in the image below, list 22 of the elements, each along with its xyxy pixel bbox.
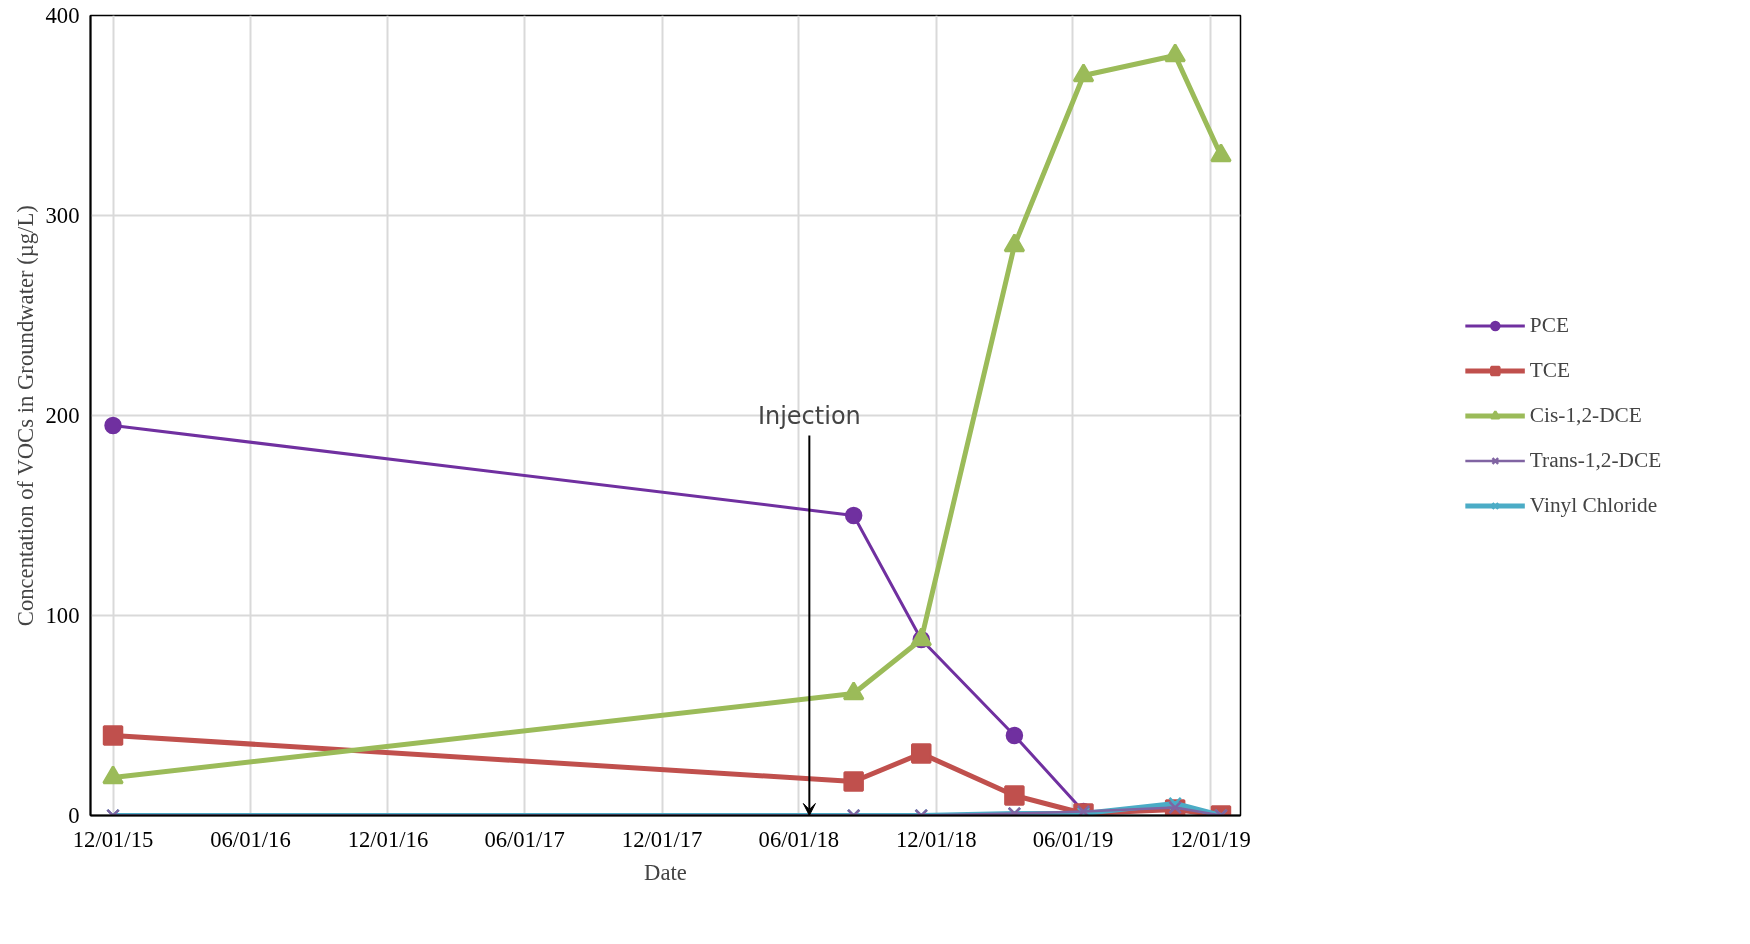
y-tick-label: 200 — [45, 403, 80, 428]
legend-label: PCE — [1529, 312, 1569, 338]
x-tick-label: 06/01/16 — [210, 826, 291, 852]
y-axis-title: Concentation of VOCs in Groundwater (µg/L) — [12, 205, 38, 627]
legend-label: Vinyl Chloride — [1529, 492, 1658, 518]
y-tick-label: 100 — [45, 603, 80, 628]
x-tick-label: 06/01/19 — [1032, 826, 1114, 852]
x-tick-label: 12/01/15 — [72, 826, 154, 852]
legend-label: Trans-1,2-DCE — [1529, 447, 1662, 473]
x-tick-label: 06/01/17 — [484, 826, 565, 852]
x-tick-label: 06/01/18 — [758, 826, 840, 852]
legend-label: Cis-1,2-DCE — [1529, 402, 1642, 428]
y-tick-label: 400 — [45, 3, 80, 28]
x-tick-label: 12/01/17 — [621, 826, 703, 852]
legend-label: TCE — [1529, 357, 1571, 383]
x-tick-label: 12/01/16 — [347, 826, 429, 852]
x-tick-label: 12/01/18 — [896, 826, 977, 852]
annotation: Injection — [757, 401, 861, 430]
y-tick-label: 300 — [45, 203, 80, 228]
x-tick-label: 12/01/19 — [1170, 826, 1251, 852]
x-axis-title: Date — [644, 859, 687, 885]
y-tick-label: 0 — [68, 803, 80, 828]
